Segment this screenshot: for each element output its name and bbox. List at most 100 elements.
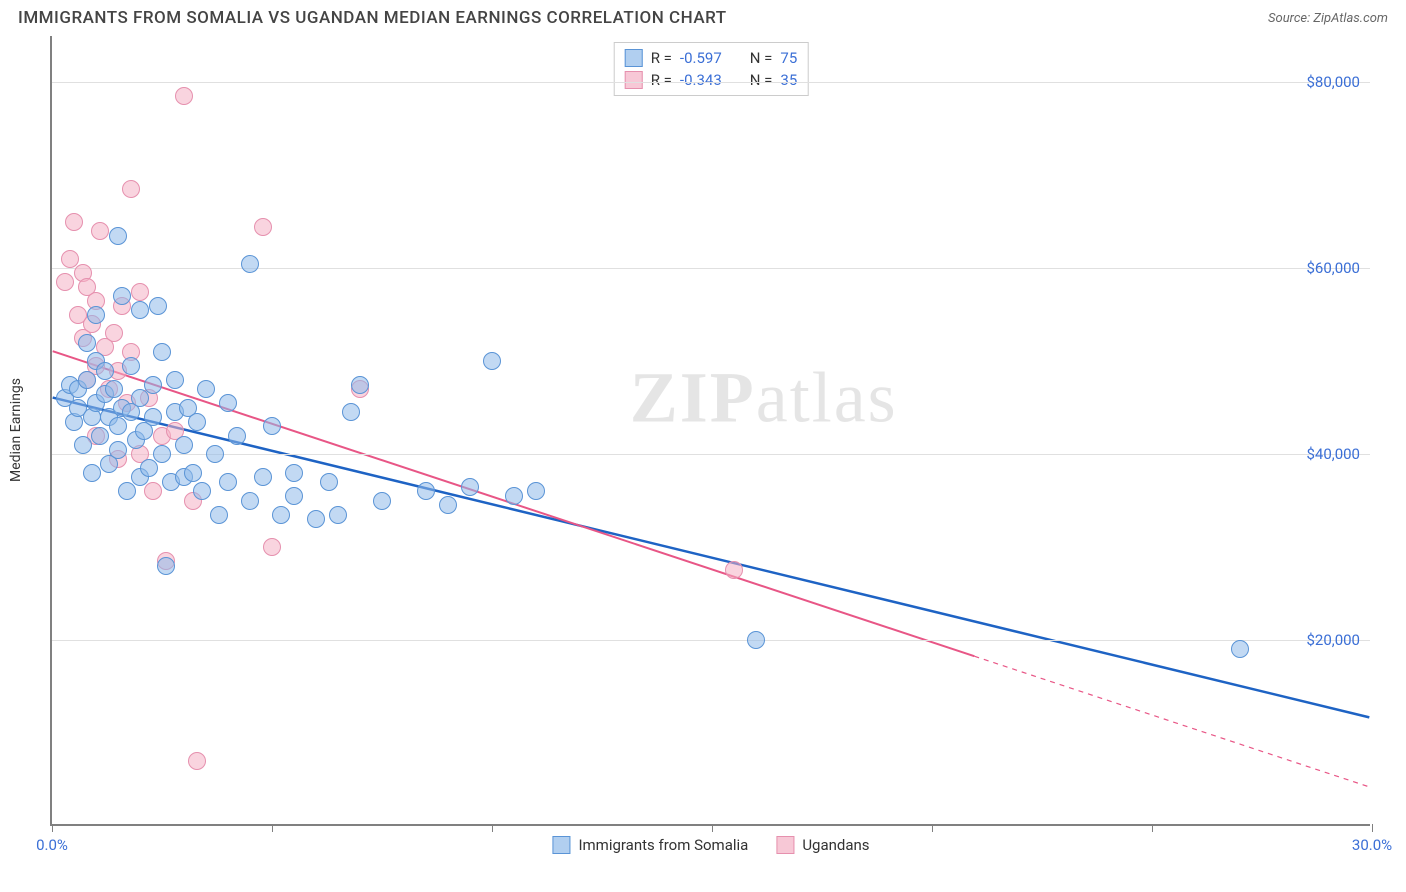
scatter-point	[109, 227, 127, 245]
scatter-point	[747, 631, 765, 649]
r-value: -0.343	[680, 69, 722, 91]
scatter-point	[105, 324, 123, 342]
scatter-point	[74, 436, 92, 454]
scatter-point	[263, 417, 281, 435]
scatter-point	[725, 561, 743, 579]
scatter-point	[78, 371, 96, 389]
scatter-point	[210, 506, 228, 524]
scatter-point	[417, 482, 435, 500]
scatter-point	[140, 459, 158, 477]
watermark-suffix: atlas	[756, 358, 898, 438]
scatter-point	[206, 445, 224, 463]
scatter-point	[1231, 640, 1249, 658]
scatter-point	[439, 496, 457, 514]
scatter-point	[118, 482, 136, 500]
scatter-point	[131, 301, 149, 319]
scatter-point	[157, 557, 175, 575]
scatter-point	[109, 441, 127, 459]
scatter-point	[263, 538, 281, 556]
scatter-point	[342, 403, 360, 421]
scatter-point	[505, 487, 523, 505]
scatter-point	[122, 357, 140, 375]
stats-row: R =-0.597N =75	[625, 47, 798, 69]
chart-container: Median Earnings ZIPatlas R =-0.597N =75R…	[50, 36, 1376, 826]
legend-label: Ugandans	[802, 836, 869, 854]
gridline	[52, 454, 1370, 455]
scatter-point	[272, 506, 290, 524]
gridline	[52, 82, 1370, 83]
scatter-point	[188, 752, 206, 770]
scatter-point	[373, 492, 391, 510]
scatter-point	[144, 376, 162, 394]
scatter-point	[149, 297, 167, 315]
scatter-point	[527, 482, 545, 500]
scatter-point	[91, 427, 109, 445]
y-axis-label: Median Earnings	[8, 378, 24, 482]
scatter-point	[153, 445, 171, 463]
x-tick	[492, 824, 493, 832]
scatter-plot: Median Earnings ZIPatlas R =-0.597N =75R…	[50, 36, 1370, 826]
scatter-point	[83, 464, 101, 482]
scatter-point	[96, 362, 114, 380]
legend-swatch	[552, 836, 570, 854]
correlation-stats-box: R =-0.597N =75R =-0.343N =35	[614, 42, 809, 96]
chart-title: IMMIGRANTS FROM SOMALIA VS UGANDAN MEDIA…	[18, 8, 727, 28]
scatter-point	[228, 427, 246, 445]
scatter-point	[241, 255, 259, 273]
scatter-point	[105, 380, 123, 398]
scatter-point	[175, 436, 193, 454]
x-tick	[272, 824, 273, 832]
trend-lines	[52, 36, 1370, 824]
x-tick-label: 0.0%	[36, 836, 68, 854]
scatter-point	[188, 413, 206, 431]
scatter-point	[320, 473, 338, 491]
r-label: R =	[651, 47, 672, 69]
scatter-point	[113, 287, 131, 305]
y-tick-label: $40,000	[1306, 445, 1360, 463]
scatter-point	[122, 180, 140, 198]
chart-header: IMMIGRANTS FROM SOMALIA VS UGANDAN MEDIA…	[0, 0, 1406, 32]
y-tick-label: $20,000	[1306, 631, 1360, 649]
scatter-point	[166, 371, 184, 389]
x-tick	[52, 824, 53, 832]
scatter-point	[131, 389, 149, 407]
scatter-point	[175, 87, 193, 105]
scatter-point	[193, 482, 211, 500]
scatter-point	[109, 417, 127, 435]
x-tick	[1152, 824, 1153, 832]
scatter-point	[65, 213, 83, 231]
scatter-point	[197, 380, 215, 398]
scatter-point	[56, 273, 74, 291]
x-tick	[932, 824, 933, 832]
series-legend: Immigrants from Somalia Ugandans	[552, 836, 869, 854]
n-value: 35	[780, 69, 797, 91]
scatter-point	[329, 506, 347, 524]
scatter-point	[131, 283, 149, 301]
scatter-point	[351, 376, 369, 394]
scatter-point	[254, 218, 272, 236]
scatter-point	[91, 222, 109, 240]
stats-row: R =-0.343N =35	[625, 69, 798, 91]
scatter-point	[219, 473, 237, 491]
scatter-point	[78, 334, 96, 352]
gridline	[52, 640, 1370, 641]
scatter-point	[153, 343, 171, 361]
y-tick-label: $60,000	[1306, 259, 1360, 277]
legend-label: Immigrants from Somalia	[578, 836, 748, 854]
scatter-point	[144, 482, 162, 500]
legend-swatch	[776, 836, 794, 854]
legend-item: Immigrants from Somalia	[552, 836, 748, 854]
watermark-prefix: ZIP	[630, 358, 756, 438]
scatter-point	[144, 408, 162, 426]
scatter-point	[219, 394, 237, 412]
x-tick	[712, 824, 713, 832]
scatter-point	[285, 487, 303, 505]
x-tick-label: 30.0%	[1352, 836, 1392, 854]
scatter-point	[307, 510, 325, 528]
scatter-point	[285, 464, 303, 482]
y-tick-label: $80,000	[1306, 73, 1360, 91]
legend-swatch	[625, 71, 643, 89]
watermark: ZIPatlas	[630, 357, 898, 440]
scatter-point	[461, 478, 479, 496]
scatter-point	[483, 352, 501, 370]
